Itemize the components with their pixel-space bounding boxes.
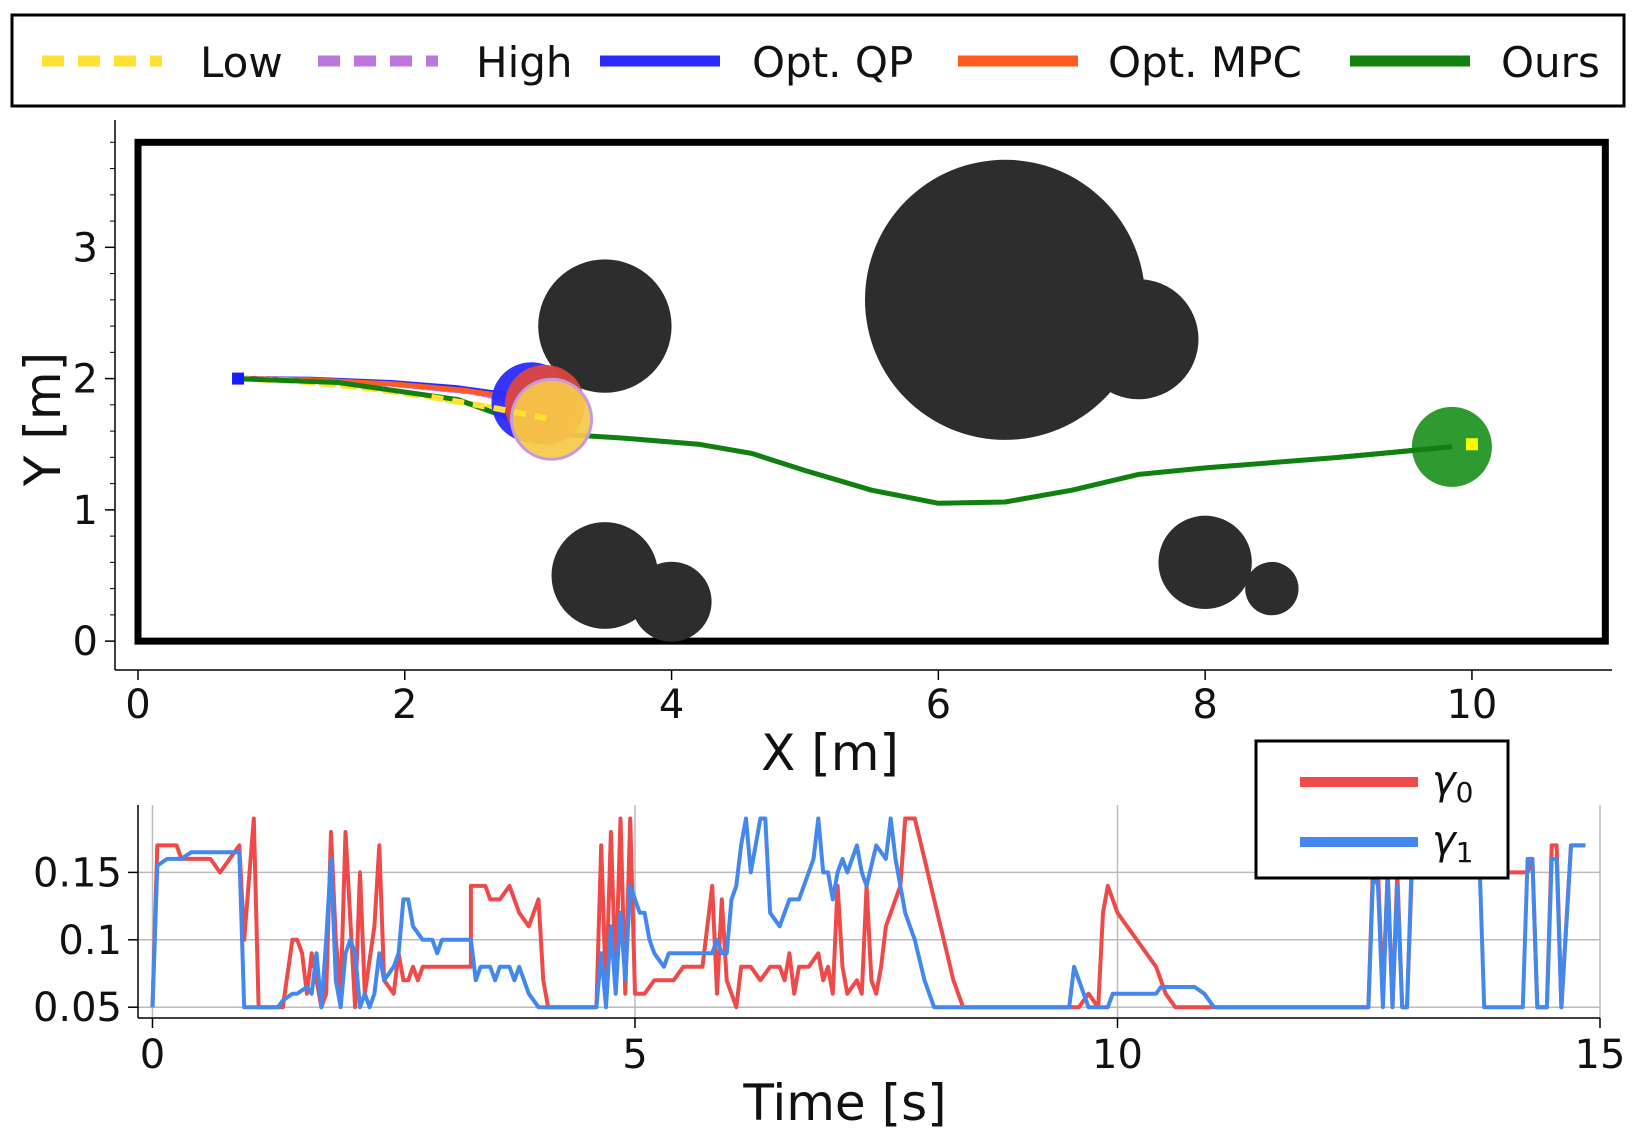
gamma-x-tick-label-15: 15 (1575, 1032, 1626, 1078)
trajectory-plot-content (134, 138, 1609, 645)
y-tick-label-0: 0 (73, 619, 98, 665)
trajectory-ours (235, 376, 1455, 506)
gamma-legend-entry-1: γ1 (1300, 818, 1474, 869)
trajectory-x-axis-label: X [m] (761, 724, 899, 782)
gamma-x-axis-label: Time [s] (742, 1074, 946, 1132)
gamma-plot: 0 5 10 15 0.05 0.1 0.15 Time [s] γ0 γ1 (33, 739, 1626, 1132)
trajectory-plot: 0 2 4 6 8 10 0 1 2 3 X [m] Y [m] (14, 120, 1612, 782)
gamma-legend: γ0 γ1 (1254, 739, 1510, 880)
gamma-y-tick-label-0-15: 0.15 (33, 850, 122, 896)
obstacle-0 (538, 259, 672, 393)
x-tick-label-4: 4 (659, 682, 684, 728)
gamma-x-tick-label-0: 0 (140, 1032, 165, 1078)
gamma-legend-entry-0: γ0 (1300, 758, 1474, 809)
legend-label-opt-mpc: Opt. MPC (1108, 38, 1302, 87)
y-tick-label-1: 1 (73, 488, 98, 534)
gamma-x-tick-label-5: 5 (622, 1032, 647, 1078)
robot-disc-low (510, 377, 594, 461)
x-tick-label-6: 6 (926, 682, 951, 728)
obstacle-2 (864, 159, 1146, 440)
gamma-series-1 (150, 816, 1586, 1010)
gamma-series-0 (150, 816, 1586, 1010)
legend-entry-opt-mpc: Opt. MPC (958, 38, 1302, 87)
legend-label-opt-qp: Opt. QP (752, 38, 913, 87)
trajectory-ours-tail (1338, 444, 1453, 460)
y-tick-label-2: 2 (73, 357, 98, 403)
top-legend: Low High Opt. QP Opt. MPC Ours (10, 13, 1626, 108)
y-tick-label-3: 3 (73, 225, 98, 271)
trajectory-ticks: 0 2 4 6 8 10 0 1 2 3 (73, 141, 1497, 728)
gamma-x-tick-label-10: 10 (1092, 1032, 1143, 1078)
obstacle-3 (551, 522, 659, 629)
x-tick-label-2: 2 (392, 682, 417, 728)
legend-entry-high: High (318, 38, 573, 87)
arena-boundary (134, 138, 1609, 645)
gamma-y-tick-label-0-1: 0.1 (58, 918, 122, 964)
gamma-y-tick-label-0-05: 0.05 (33, 985, 122, 1031)
x-tick-label-0: 0 (125, 682, 150, 728)
legend-label-ours: Ours (1501, 38, 1600, 87)
gamma-legend-label-0: γ0 (1432, 758, 1474, 809)
trajectory-y-axis-label: Y [m] (14, 352, 72, 487)
legend-entry-ours: Ours (1350, 38, 1600, 87)
obstacle-6 (1245, 561, 1299, 616)
trajectory-low-tail (430, 394, 553, 423)
gamma-legend-frame (1254, 739, 1510, 880)
legend-label-low: Low (200, 38, 283, 87)
x-tick-label-10: 10 (1446, 682, 1497, 728)
obstacle-4 (631, 561, 712, 642)
legend-entry-opt-qp: Opt. QP (600, 38, 913, 87)
gamma-plot-content (150, 816, 1586, 1010)
robot-disc-ours (1411, 406, 1492, 487)
legend-label-high: High (476, 38, 573, 87)
obstacle-5 (1158, 515, 1252, 610)
legend-entry-low: Low (42, 38, 283, 87)
start-marker (232, 372, 245, 385)
goal-marker (1465, 438, 1478, 451)
gamma-legend-label-1: γ1 (1432, 818, 1474, 869)
x-tick-label-8: 8 (1192, 682, 1217, 728)
gamma-ticks: 0 5 10 15 0.05 0.1 0.15 (33, 850, 1626, 1078)
